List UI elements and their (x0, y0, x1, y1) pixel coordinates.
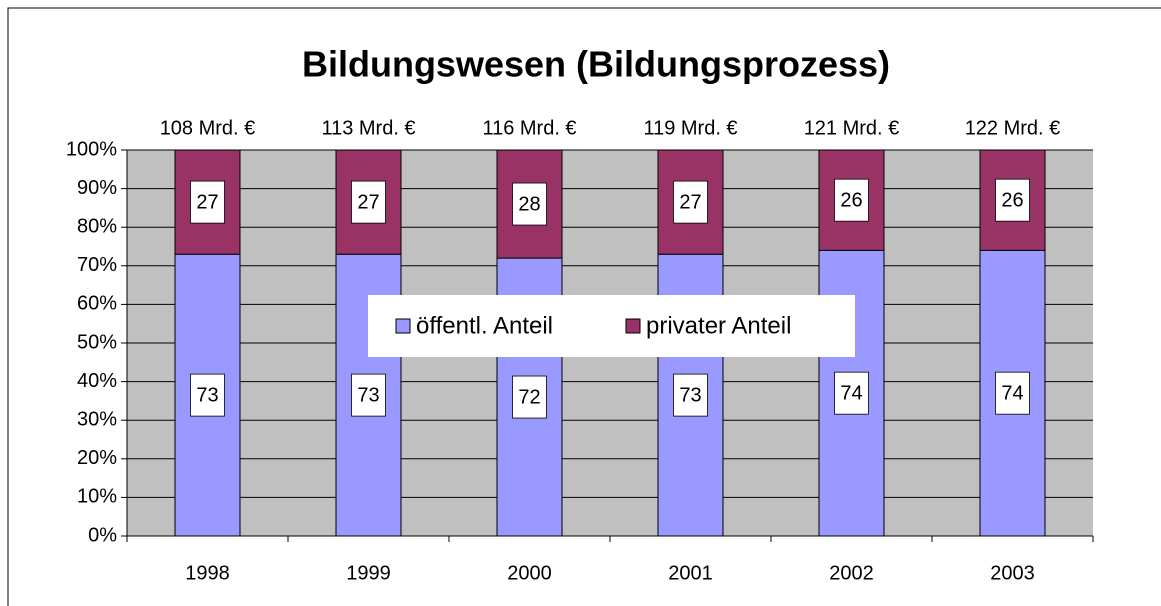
data-label-box (190, 180, 225, 224)
total-label: 119 Mrd. € (643, 117, 737, 139)
data-label-box (673, 373, 708, 417)
legend-swatch (625, 318, 641, 334)
x-tick-label: 1999 (346, 562, 391, 584)
y-tick-label: 60% (77, 293, 117, 315)
data-label: 27 (357, 191, 379, 213)
data-label: 26 (840, 189, 862, 211)
data-label-box (673, 180, 708, 224)
legend (368, 295, 855, 357)
data-label: 27 (196, 191, 218, 213)
y-tick-label: 80% (77, 215, 117, 237)
data-label: 74 (1001, 382, 1023, 404)
total-label: 108 Mrd. € (160, 117, 256, 139)
data-label: 73 (679, 384, 701, 406)
chart-title: Bildungswesen (Bildungsprozess) (302, 44, 890, 85)
data-label-box (512, 182, 547, 226)
y-tick-label: 10% (77, 486, 117, 508)
legend-swatch (395, 318, 411, 334)
x-tick-label: 2003 (990, 562, 1035, 584)
data-label: 74 (840, 382, 862, 404)
y-tick-label: 20% (77, 447, 117, 469)
data-label-box (351, 373, 386, 417)
legend-label: privater Anteil (646, 312, 791, 339)
y-tick-label: 0% (88, 524, 117, 546)
y-tick-label: 70% (77, 254, 117, 276)
x-tick-label: 1998 (185, 562, 230, 584)
total-label: 113 Mrd. € (321, 117, 415, 139)
y-tick-label: 100% (66, 138, 117, 160)
data-label-box (995, 371, 1030, 415)
data-label: 73 (196, 384, 218, 406)
data-label-box (512, 375, 547, 419)
y-tick-label: 40% (77, 370, 117, 392)
total-label: 121 Mrd. € (804, 117, 900, 139)
x-tick-label: 2000 (507, 562, 552, 584)
x-tick-label: 2002 (829, 562, 874, 584)
data-label: 72 (518, 386, 540, 408)
x-tick-label: 2001 (668, 562, 713, 584)
data-label-box (834, 371, 869, 415)
y-tick-label: 90% (77, 177, 117, 199)
legend-label: öffentl. Anteil (416, 312, 553, 339)
data-label: 26 (1001, 189, 1023, 211)
y-tick-label: 30% (77, 408, 117, 430)
data-label-box (190, 373, 225, 417)
total-label: 122 Mrd. € (965, 117, 1061, 139)
data-label-box (995, 178, 1030, 222)
data-label: 28 (518, 193, 540, 215)
y-tick-label: 50% (77, 331, 117, 353)
total-label: 116 Mrd. € (482, 117, 576, 139)
frame (7, 7, 1161, 606)
data-label: 27 (679, 191, 701, 213)
data-label-box (834, 178, 869, 222)
data-label-box (351, 180, 386, 224)
data-label: 73 (357, 384, 379, 406)
